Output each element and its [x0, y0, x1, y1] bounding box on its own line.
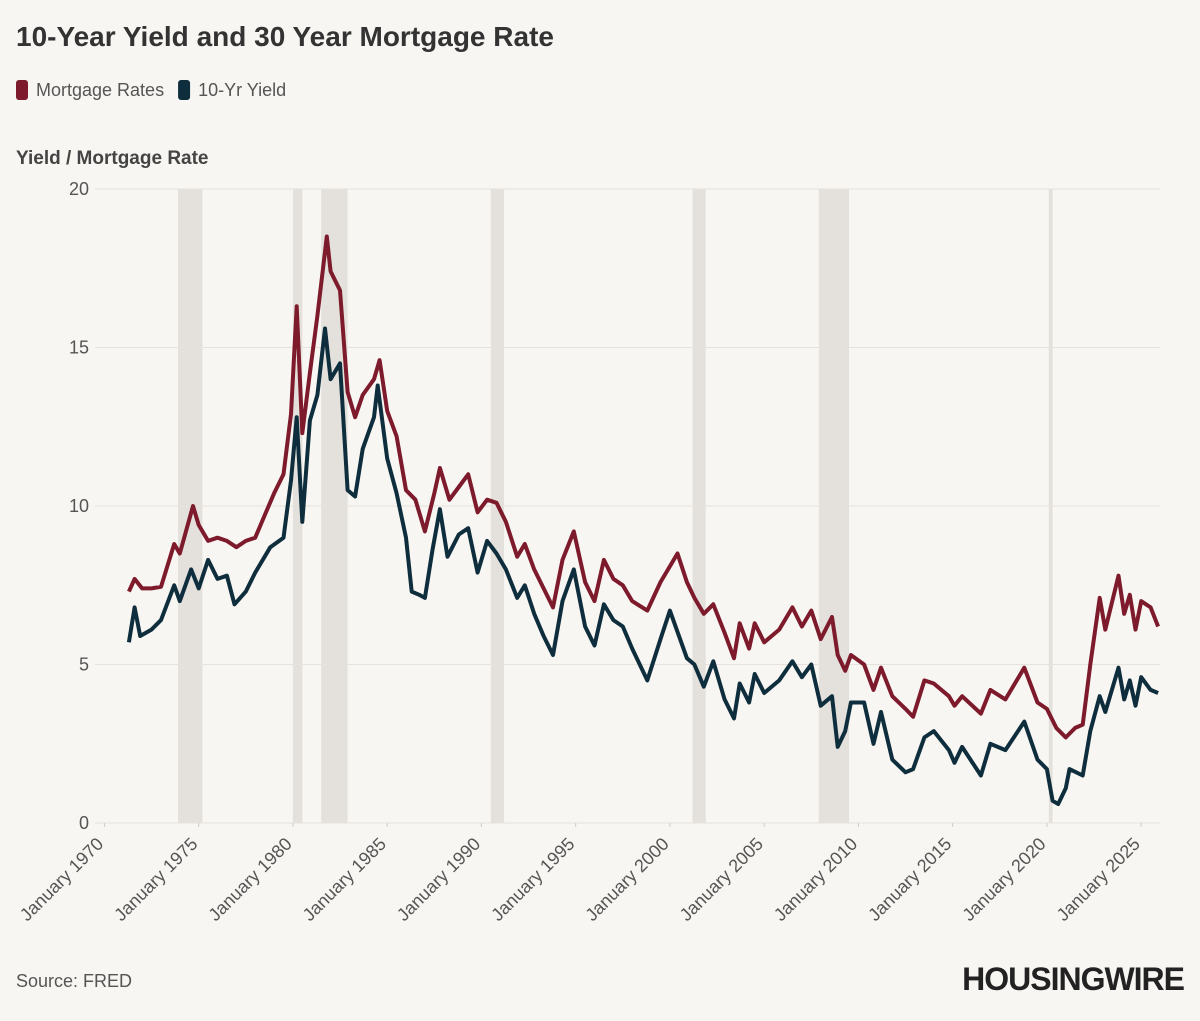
x-tick-label: January 2005 [676, 834, 767, 925]
y-tick-label: 15 [69, 338, 89, 358]
legend-swatch [178, 80, 191, 100]
brand-logo: HOUSINGWIRE [962, 961, 1185, 997]
chart-title: 10-Year Yield and 30 Year Mortgage Rate [16, 21, 554, 52]
legend-label: 10-Yr Yield [198, 80, 286, 100]
x-tick-label: January 1995 [487, 834, 578, 925]
legend-swatch [16, 80, 28, 100]
x-tick-label: January 1990 [393, 834, 484, 925]
x-tick-label: January 1980 [204, 834, 295, 925]
x-tick-label: January 1970 [16, 834, 107, 925]
y-tick-label: 5 [79, 655, 89, 675]
y-axis-label: Yield / Mortgage Rate [16, 148, 209, 169]
x-tick-label: January 2000 [581, 834, 672, 925]
x-tick-label: January 1975 [110, 834, 201, 925]
legend-label: Mortgage Rates [36, 80, 164, 100]
x-tick-label: January 2025 [1053, 834, 1144, 925]
x-tick-label: January 2015 [864, 834, 955, 925]
series-line [126, 326, 1159, 806]
series-line [127, 234, 1160, 740]
source: Source: FRED [16, 971, 132, 991]
x-tick-label: January 2020 [958, 834, 1049, 925]
x-tick-label: January 1985 [299, 834, 390, 925]
y-tick-label: 20 [69, 179, 89, 199]
x-tick-label: January 2010 [770, 834, 861, 925]
y-tick-label: 0 [79, 813, 89, 833]
y-tick-label: 10 [69, 496, 89, 516]
